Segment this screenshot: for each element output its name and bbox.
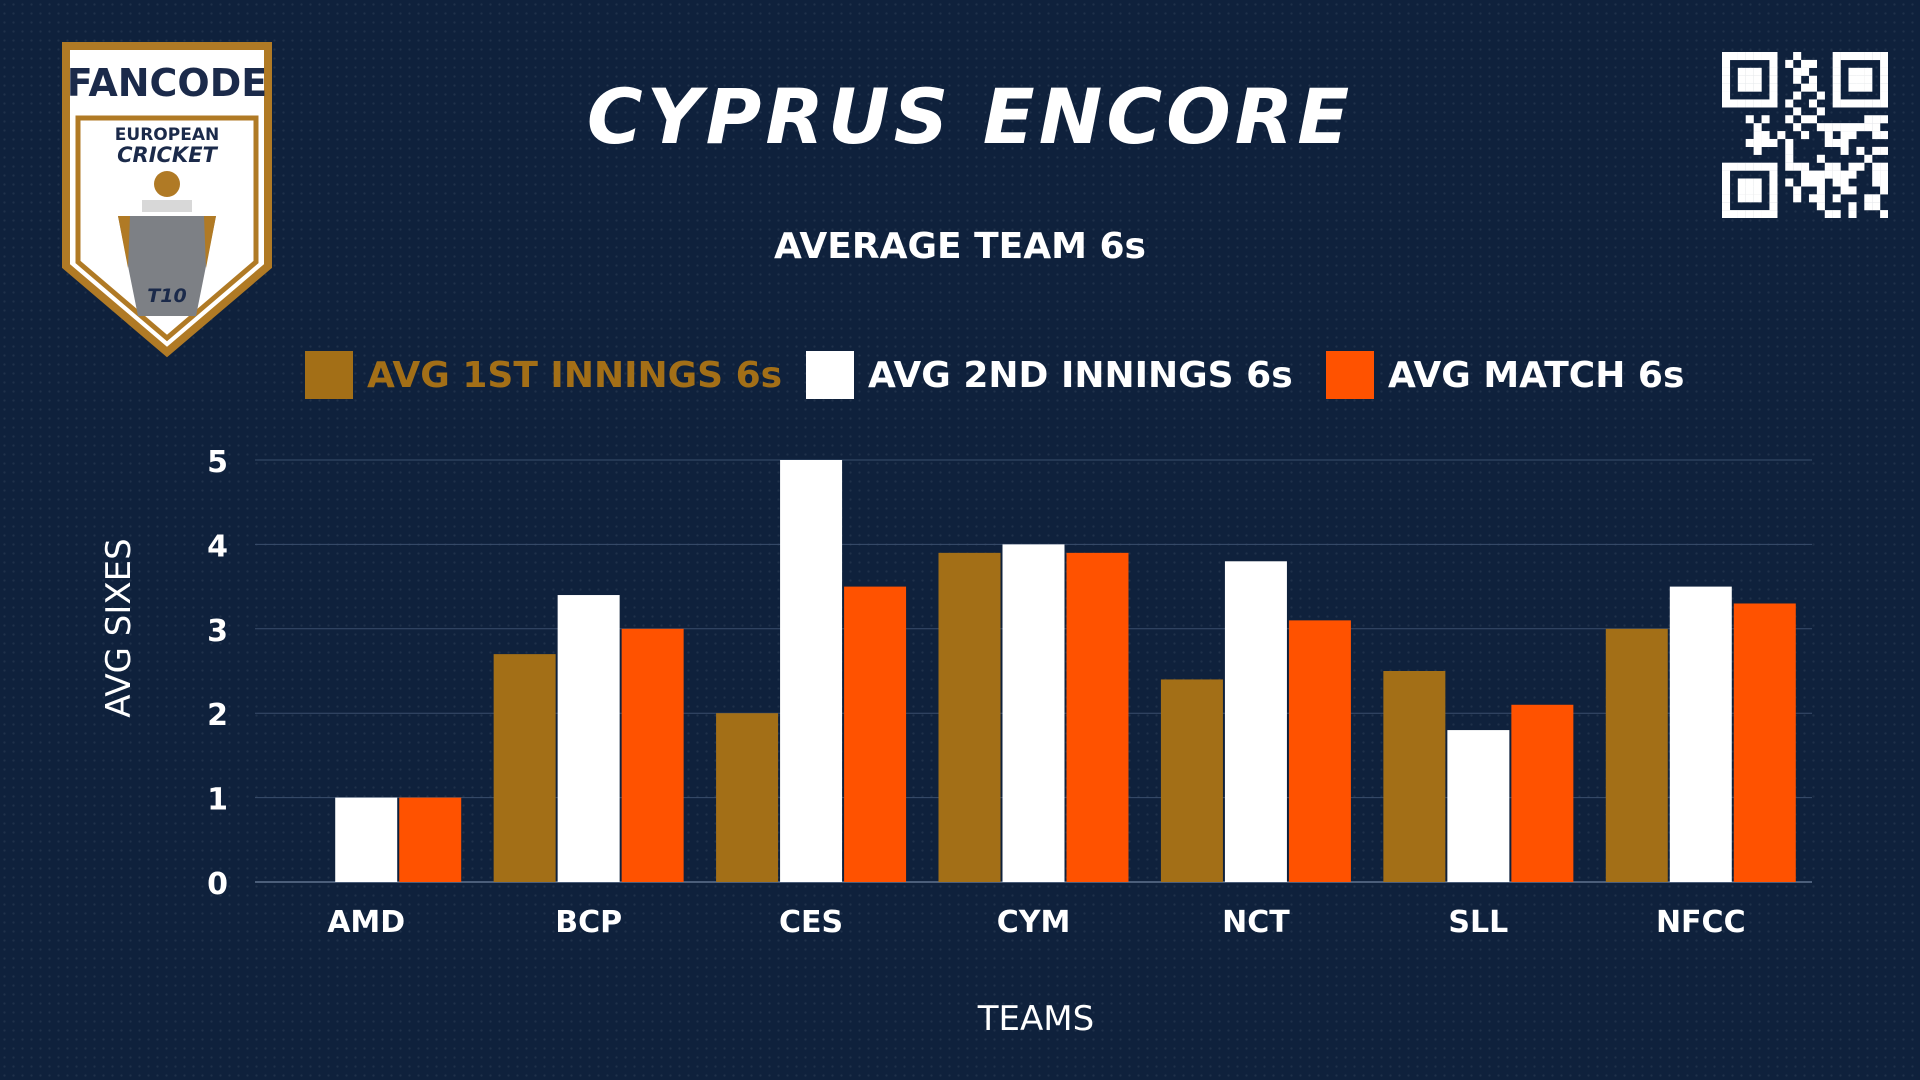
bar: [844, 586, 907, 882]
legend-swatch-match: [1326, 351, 1374, 399]
bar: [1511, 704, 1574, 882]
bar: [716, 713, 779, 882]
legend-swatch-second-innings: [806, 351, 854, 399]
y-tick-label: 3: [207, 614, 228, 649]
y-tick-label: 1: [207, 783, 228, 818]
bar: [1288, 620, 1351, 882]
page-title: CYPRUS ENCORE: [586, 72, 1354, 161]
y-tick-label: 4: [207, 529, 228, 564]
bar: [621, 628, 684, 882]
legend-label-first-innings: AVG 1ST INNINGS 6s: [367, 354, 783, 396]
chart-subtitle: AVERAGE TEAM 6s: [774, 226, 1146, 267]
x-tick-label: BCP: [555, 905, 622, 940]
logo-line2: CRICKET: [117, 143, 218, 167]
bar: [1447, 730, 1510, 882]
x-tick-label: AMD: [327, 905, 405, 940]
logo-badge: T10: [147, 285, 186, 307]
bar: [1605, 628, 1668, 882]
legend-label-second-innings: AVG 2ND INNINGS 6s: [868, 354, 1293, 396]
bar: [938, 552, 1001, 882]
trophy-icon: [118, 216, 216, 316]
fancode-european-cricket-logo: FANCODE EUROPEAN CRICKET T10: [62, 42, 272, 358]
bar: [1160, 679, 1223, 882]
x-tick-label: NFCC: [1656, 905, 1746, 940]
x-tick-label: CES: [779, 905, 843, 940]
legend-item-match: AVG MATCH 6s: [1326, 350, 1684, 400]
bar: [1066, 552, 1129, 882]
logo-brand-text: FANCODE: [67, 61, 268, 105]
legend-label-match: AVG MATCH 6s: [1388, 354, 1685, 396]
qr-code: [1722, 52, 1888, 218]
bar: [1733, 603, 1796, 882]
y-tick-label: 5: [207, 445, 228, 480]
bar: [399, 797, 462, 882]
x-tick-label: SLL: [1448, 905, 1508, 940]
x-axis-label: TEAMS: [977, 999, 1094, 1039]
bar: [1002, 544, 1065, 882]
y-tick-label: 2: [207, 698, 228, 733]
legend-item-first-innings: AVG 1ST INNINGS 6s: [305, 350, 782, 400]
legend-swatch-first-innings: [305, 351, 353, 399]
cricket-ball-icon: [154, 171, 180, 197]
logo-line1: EUROPEAN: [115, 125, 219, 145]
bar: [493, 654, 556, 882]
bar: [1383, 671, 1446, 882]
bar: [1224, 561, 1287, 882]
y-tick-label: 0: [207, 867, 228, 902]
legend-item-second-innings: AVG 2ND INNINGS 6s: [806, 350, 1293, 400]
bar: [335, 797, 398, 882]
bar: [780, 460, 843, 882]
x-tick-label: NCT: [1222, 905, 1290, 940]
x-tick-label: CYM: [997, 905, 1071, 940]
y-axis-label: AVG SIXES: [99, 538, 139, 717]
bar: [557, 595, 620, 882]
bar: [1669, 586, 1732, 882]
